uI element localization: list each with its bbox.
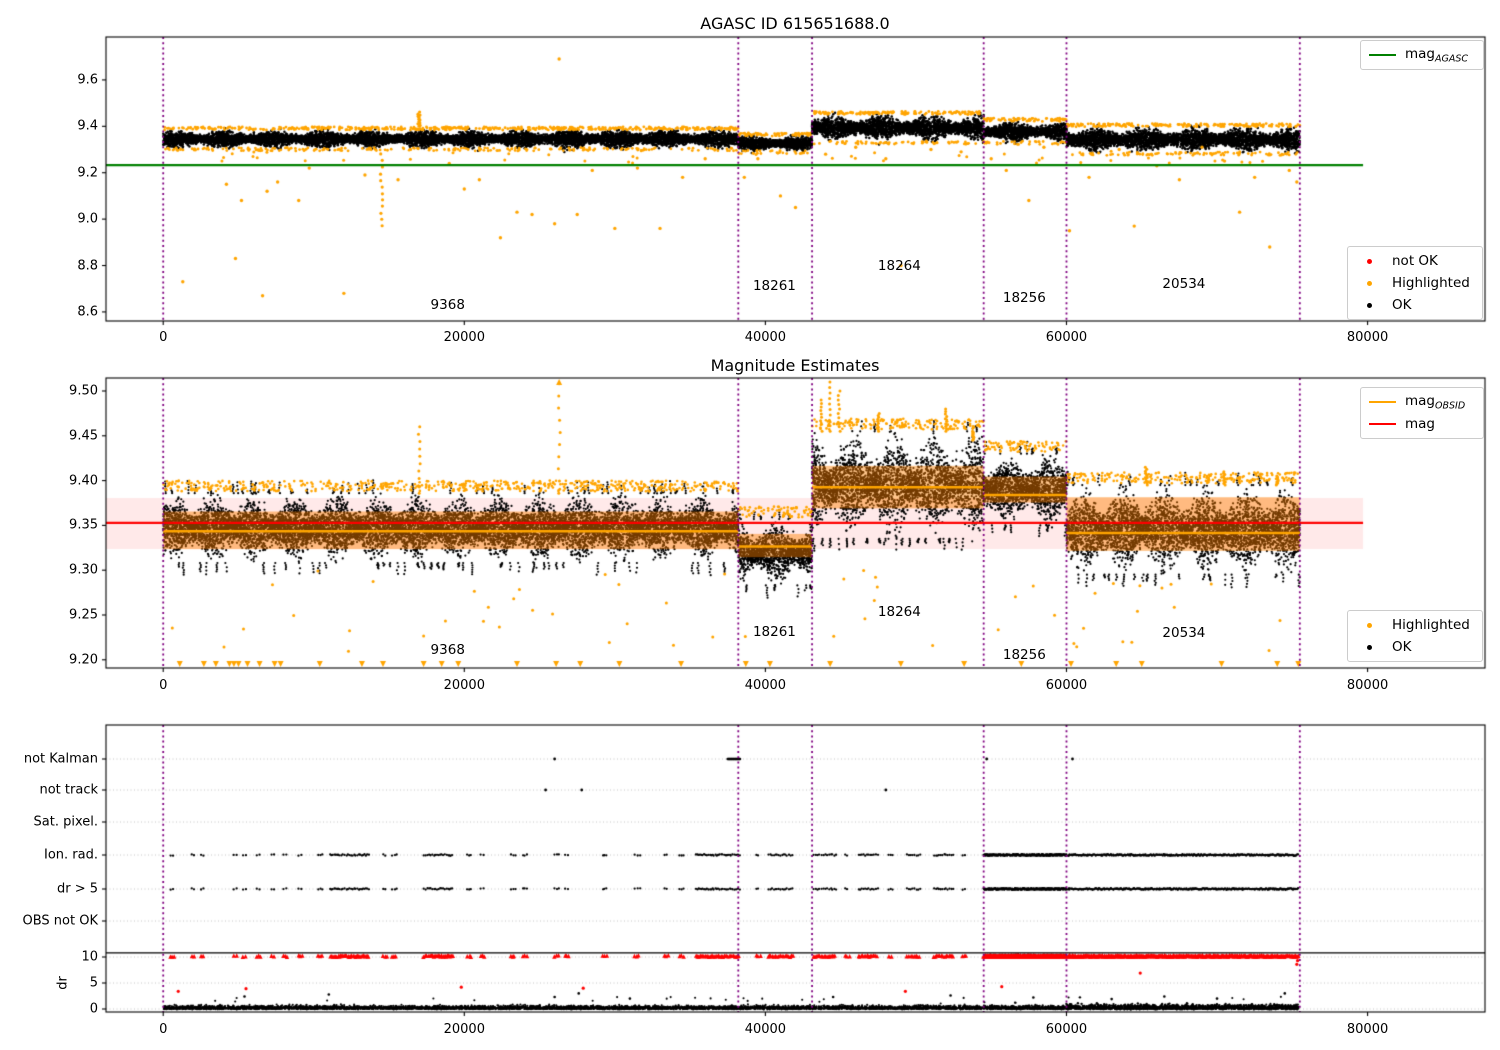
- category-label: dr > 5: [56, 881, 98, 897]
- x-tick-label: 20000: [443, 678, 485, 693]
- x-tick-label: 60000: [1045, 1022, 1088, 1037]
- middle-plot-title: Magnitude Estimates: [710, 356, 880, 375]
- x-tick-label: 0: [159, 330, 168, 345]
- legend-label: OK: [1392, 297, 1412, 313]
- legend-item: OK: [1356, 636, 1472, 658]
- obsid-annotation: 9368: [430, 296, 465, 313]
- legend-label: Highlighted: [1392, 275, 1470, 291]
- legend-marker-swatch: [1367, 258, 1372, 264]
- legend-label: OK: [1392, 639, 1412, 655]
- y-tick-label: 9.40: [69, 473, 98, 489]
- y-tick-label: 9.2: [77, 165, 98, 181]
- dr-tick-label: 10: [81, 949, 98, 965]
- x-tick-label: 80000: [1346, 1022, 1389, 1037]
- x-tick-label: 0: [159, 678, 168, 693]
- legend-item: magOBSID: [1369, 391, 1473, 413]
- legend-mag-agasc: magAGASC: [1360, 40, 1484, 70]
- obsid-annotation: 9368: [430, 641, 465, 658]
- legend-item: not OK: [1356, 250, 1472, 272]
- obsid-annotation: 20534: [1162, 276, 1206, 293]
- legend-item: magAGASC: [1369, 44, 1473, 66]
- category-label: not track: [39, 782, 98, 798]
- dr-tick-label: 0: [89, 1001, 98, 1017]
- legend-middle-markers: Highlighted OK: [1347, 610, 1483, 662]
- y-tick-label: 9.6: [77, 72, 98, 88]
- legend-marker-swatch: [1367, 280, 1372, 286]
- obsid-annotation: 18264: [877, 257, 921, 274]
- obsid-annotation: 18256: [1002, 290, 1046, 306]
- x-tick-label: 80000: [1346, 330, 1389, 345]
- y-tick-label: 9.0: [77, 211, 98, 227]
- category-label: OBS not OK: [22, 913, 99, 929]
- legend-label: mag: [1405, 416, 1435, 432]
- obsid-annotation: 18261: [752, 624, 796, 641]
- legend-label: not OK: [1392, 253, 1438, 269]
- legend-marker-swatch: [1367, 302, 1372, 308]
- obsid-annotation: 18256: [1002, 647, 1046, 664]
- obsid-annotation: 20534: [1162, 624, 1206, 641]
- dr-tick-label: 5: [89, 975, 98, 991]
- x-tick-label: 60000: [1045, 678, 1088, 693]
- y-tick-label: 9.35: [69, 517, 98, 533]
- y-tick-label: 9.25: [69, 607, 98, 623]
- y-tick-label: 9.4: [77, 118, 98, 134]
- x-tick-label: 40000: [744, 330, 787, 345]
- dr-axis-label: dr: [55, 976, 71, 990]
- legend-label: magAGASC: [1405, 45, 1469, 65]
- y-tick-label: 9.45: [69, 428, 98, 444]
- x-tick-label: 40000: [744, 1022, 787, 1037]
- x-tick-label: 20000: [443, 1022, 485, 1037]
- x-tick-label: 40000: [744, 678, 787, 693]
- legend-marker-swatch: [1367, 622, 1372, 628]
- y-tick-label: 9.50: [69, 383, 98, 399]
- obsid-annotation: 18264: [877, 604, 921, 621]
- legend-item: OK: [1356, 294, 1472, 316]
- legend-top-markers: not OK Highlighted OK: [1347, 246, 1483, 320]
- y-tick-label: 9.30: [69, 562, 98, 578]
- legend-line-swatch: [1369, 422, 1396, 426]
- legend-line-swatch: [1369, 53, 1396, 57]
- category-label: Sat. pixel.: [33, 814, 98, 830]
- category-label: not Kalman: [23, 751, 98, 767]
- x-tick-label: 20000: [443, 330, 485, 345]
- legend-item: Highlighted: [1356, 272, 1472, 294]
- legend-label: Highlighted: [1392, 617, 1470, 633]
- x-tick-label: 80000: [1346, 678, 1389, 693]
- legend-item: Highlighted: [1356, 614, 1472, 636]
- x-tick-label: 60000: [1045, 330, 1088, 345]
- y-tick-label: 8.6: [77, 304, 98, 320]
- x-tick-label: 0: [159, 1022, 168, 1037]
- legend-mag-obsid: magOBSID mag: [1360, 387, 1484, 439]
- y-tick-label: 9.20: [69, 652, 98, 668]
- top-plot-title: AGASC ID 615651688.0: [700, 14, 890, 33]
- legend-item: mag: [1369, 413, 1473, 435]
- legend-line-swatch: [1369, 400, 1396, 404]
- category-label: Ion. rad.: [44, 847, 98, 863]
- legend-marker-swatch: [1367, 644, 1372, 650]
- legend-label: magOBSID: [1405, 392, 1466, 412]
- y-tick-label: 8.8: [77, 258, 98, 274]
- obsid-annotation: 18261: [752, 278, 796, 295]
